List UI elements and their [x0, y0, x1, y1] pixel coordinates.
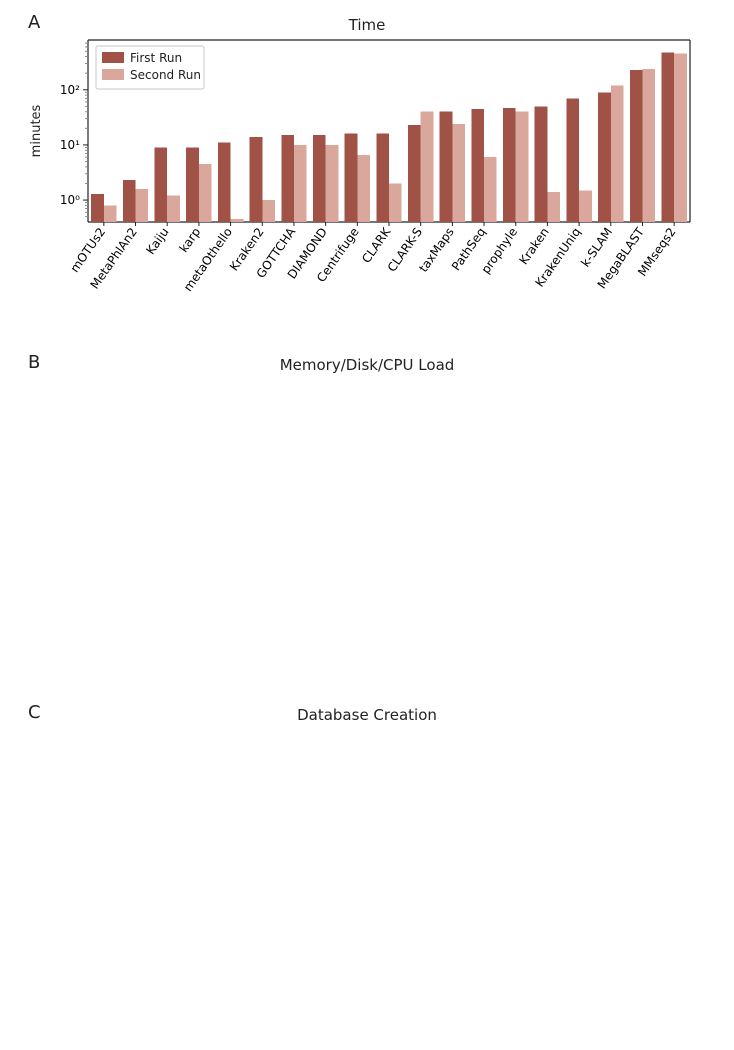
- bar: [281, 135, 294, 222]
- bar: [471, 109, 484, 222]
- bar: [547, 192, 560, 222]
- bar: [231, 219, 244, 222]
- figure-root: A Time 10⁰10¹10²mOTUs2MetaPhlAn2Kaijukar…: [0, 0, 734, 1050]
- svg-text:10¹: 10¹: [60, 138, 80, 152]
- bar: [516, 112, 529, 222]
- bar: [579, 190, 592, 222]
- bar: [167, 196, 180, 222]
- bar: [611, 85, 624, 222]
- bar: [136, 189, 149, 222]
- svg-text:Second Run: Second Run: [130, 68, 201, 82]
- bar: [345, 134, 358, 222]
- bar: [199, 164, 212, 222]
- svg-text:10²: 10²: [60, 83, 80, 97]
- bar: [535, 106, 548, 222]
- bar: [674, 53, 687, 222]
- bar: [421, 112, 434, 222]
- bar: [452, 124, 465, 222]
- svg-text:10⁰: 10⁰: [60, 193, 80, 207]
- panel-c: C Database Creation 10⁻¹10⁰10¹10⁰10¹10²M…: [0, 690, 734, 1050]
- bar: [598, 92, 611, 222]
- panel-b-chart: 10⁰10¹10²0510152025MetaPhlAn2mOTUs2karpG…: [0, 340, 734, 690]
- svg-text:karp: karp: [177, 225, 204, 255]
- bar: [186, 147, 199, 222]
- panel-b-title: Memory/Disk/CPU Load: [0, 356, 734, 374]
- bar: [389, 183, 402, 222]
- panel-a-title: Time: [0, 16, 734, 34]
- bar: [313, 135, 326, 222]
- panel-a: A Time 10⁰10¹10²mOTUs2MetaPhlAn2Kaijukar…: [0, 0, 734, 340]
- panel-c-title: Database Creation: [0, 706, 734, 724]
- panel-b: B Memory/Disk/CPU Load 10⁰10¹10²05101520…: [0, 340, 734, 690]
- bar: [408, 125, 421, 222]
- bar: [262, 200, 275, 222]
- bar: [123, 180, 136, 222]
- svg-text:minutes: minutes: [29, 104, 44, 157]
- bar: [250, 137, 263, 222]
- svg-text:First Run: First Run: [130, 51, 182, 65]
- bar: [326, 145, 339, 222]
- bar: [294, 145, 307, 222]
- panel-a-chart: 10⁰10¹10²mOTUs2MetaPhlAn2KaijukarpmetaOt…: [0, 0, 734, 340]
- bar: [357, 155, 370, 222]
- bar: [630, 70, 643, 222]
- bar: [484, 157, 497, 222]
- bar: [503, 108, 516, 222]
- bar: [155, 147, 168, 222]
- bar: [642, 69, 655, 222]
- bar: [440, 112, 453, 222]
- panel-c-chart: 10⁻¹10⁰10¹10⁰10¹10²MMseqs2DIAMONDKaijuta…: [0, 690, 734, 1050]
- bar: [104, 205, 117, 222]
- bar: [91, 194, 104, 222]
- svg-text:Kaiju: Kaiju: [143, 225, 171, 257]
- bar: [661, 53, 674, 222]
- bar: [376, 134, 389, 222]
- bar: [218, 143, 231, 222]
- bar: [566, 98, 579, 222]
